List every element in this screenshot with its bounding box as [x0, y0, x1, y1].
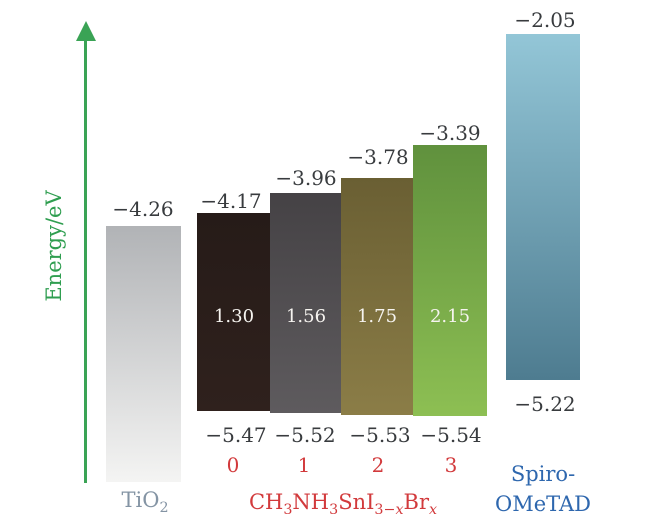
- bar-perovskite-x1: [270, 193, 341, 413]
- vb-level-label-x0: −5.47: [205, 423, 267, 447]
- cb-level-label-x3: −3.39: [419, 121, 481, 145]
- material-label-perovskite-formula: CH3NH3SnI3−xBrx: [248, 490, 438, 519]
- material-label-spiro-line2: OMeTAD: [494, 492, 592, 516]
- bar-tio2: [106, 226, 181, 482]
- band-gap-label-x0: 1.30: [213, 306, 255, 327]
- material-label-tio2: TiO2: [121, 488, 169, 517]
- x-value-label-0: 0: [226, 453, 240, 477]
- vb-level-label-x3: −5.54: [420, 423, 482, 447]
- vb-level-label-x1: −5.52: [274, 423, 336, 447]
- energy-axis-label: Energy/eV: [42, 190, 66, 302]
- bar-spiro-ometad: [506, 34, 580, 380]
- energy-axis-arrow-icon: [76, 21, 96, 41]
- x-value-label-2: 2: [371, 453, 385, 477]
- energy-axis-line: [84, 38, 87, 483]
- bar-perovskite-x2: [341, 178, 413, 415]
- band-gap-label-x1: 1.56: [285, 306, 327, 327]
- band-gap-label-x2: 1.75: [356, 306, 398, 327]
- material-label-spiro-line1: Spiro-: [510, 462, 576, 486]
- cb-level-label-tio2: −4.26: [112, 197, 174, 221]
- band-gap-label-x3: 2.15: [429, 306, 471, 327]
- cb-level-label-x1: −3.96: [275, 166, 337, 190]
- homo-level-label-spiro: −5.22: [514, 392, 576, 416]
- cb-level-label-x0: −4.17: [200, 189, 262, 213]
- lumo-level-label-spiro: −2.05: [514, 8, 576, 32]
- x-value-label-3: 3: [444, 453, 458, 477]
- material-label-spiro-ometad: Spiro- OMeTAD: [495, 459, 591, 519]
- x-value-label-1: 1: [297, 453, 311, 477]
- bar-perovskite-x3: [413, 145, 487, 416]
- cb-level-label-x2: −3.78: [347, 145, 409, 169]
- bar-perovskite-x0: [197, 213, 270, 411]
- vb-level-label-x2: −5.53: [349, 423, 411, 447]
